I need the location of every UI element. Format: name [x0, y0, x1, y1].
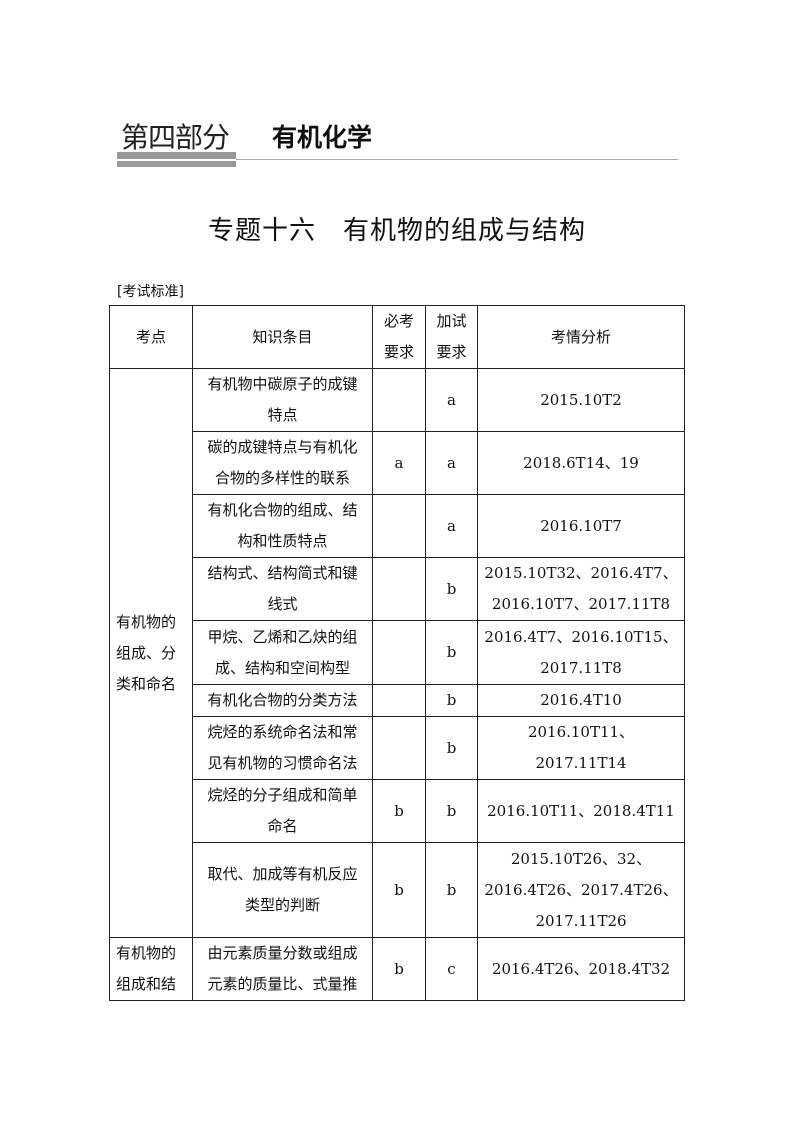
exam-analysis: 2015.10T32、2016.4T7、2016.10T7、2017.11T8: [477, 557, 685, 621]
extra-level: b: [425, 620, 478, 685]
table-row: 烷烃的分子组成和简单命名 b b 2016.10T11、2018.4T11: [110, 779, 685, 843]
knowledge-item: 由元素质量分数或组成元素的质量比、式量推: [192, 937, 373, 1001]
required-level: [372, 368, 426, 432]
topic-cell: 有机物的组成和结: [109, 937, 193, 1001]
header-cell: 考情分析: [477, 305, 685, 369]
knowledge-item: 烷烃的系统命名法和常见有机物的习惯命名法: [192, 716, 373, 780]
exam-standard-table: 考点 知识条目 必考要求 加试要求 考情分析 有机物的组成、分类和命名 有机物中碳原子的成键…: [109, 305, 685, 1001]
knowledge-item: 烷烃的分子组成和简单命名: [192, 779, 373, 843]
required-level: [372, 620, 426, 685]
header-cell: 加试要求: [425, 305, 478, 369]
table-row: 取代、加成等有机反应类型的判断 b b 2015.10T26、32、2016.4T26…: [110, 842, 685, 938]
extra-level: a: [425, 494, 478, 558]
knowledge-item: 甲烷、乙烯和乙炔的组成、结构和空间构型: [192, 620, 373, 685]
table-header-row: 考点 知识条目 必考要求 加试要求 考情分析: [109, 305, 685, 369]
required-level: [372, 684, 426, 717]
required-level: a: [372, 431, 426, 495]
extra-level: b: [425, 716, 478, 780]
header-cell: 必考要求: [372, 305, 426, 369]
exam-analysis: 2016.4T7、2016.10T15、2017.11T8: [477, 620, 685, 685]
exam-analysis: 2016.10T11、2017.11T14: [477, 716, 685, 780]
exam-analysis: 2015.10T2: [477, 368, 685, 432]
knowledge-item: 有机物中碳原子的成键特点: [192, 368, 373, 432]
header-bar: [117, 161, 236, 167]
required-level: b: [372, 842, 426, 938]
part-number: 第四部分: [121, 121, 230, 154]
required-level: b: [372, 779, 426, 843]
extra-level: a: [425, 431, 478, 495]
extra-level: c: [425, 937, 478, 1001]
table-row: 甲烷、乙烯和乙炔的组成、结构和空间构型 b 2016.4T7、2016.10T15、…: [110, 620, 685, 685]
knowledge-item: 结构式、结构简式和键线式: [192, 557, 373, 621]
required-level: [372, 494, 426, 558]
extra-level: b: [425, 684, 478, 717]
knowledge-item: 取代、加成等有机反应类型的判断: [192, 842, 373, 938]
knowledge-item: 碳的成键特点与有机化合物的多样性的联系: [192, 431, 373, 495]
page-title: 专题十六 有机物的组成与结构: [207, 216, 586, 246]
required-level: [372, 557, 426, 621]
header-cell: 考点: [109, 305, 193, 369]
table-row: 结构式、结构简式和键线式 b 2015.10T32、2016.4T7、2016.10…: [110, 557, 685, 621]
knowledge-item: 有机化合物的分类方法: [192, 684, 373, 717]
required-level: [372, 716, 426, 780]
extra-level: b: [425, 779, 478, 843]
extra-level: a: [425, 368, 478, 432]
required-level: b: [372, 937, 426, 1001]
part-name: 有机化学: [272, 123, 373, 152]
knowledge-item: 有机化合物的组成、结构和性质特点: [192, 494, 373, 558]
exam-analysis: 2015.10T26、32、2016.4T26、2017.4T26、2017.1…: [477, 842, 685, 938]
extra-level: b: [425, 842, 478, 938]
table-row: 有机化合物的组成、结构和性质特点 a 2016.10T7: [110, 494, 685, 558]
section-label: [考试标准]: [117, 284, 184, 300]
exam-analysis: 2016.10T7: [477, 494, 685, 558]
table-row: 碳的成键特点与有机化合物的多样性的联系 a a 2018.6T14、19: [110, 431, 685, 495]
table-row: 有机物的组成、分类和命名 有机物中碳原子的成键特点 a 2015.10T2: [109, 368, 685, 938]
header-cell: 知识条目: [192, 305, 373, 369]
table-row: 烷烃的系统命名法和常见有机物的习惯命名法 b 2016.10T11、2017.11T…: [110, 716, 685, 780]
exam-analysis: 2016.10T11、2018.4T11: [477, 779, 685, 843]
extra-level: b: [425, 557, 478, 621]
exam-analysis: 2016.4T26、2018.4T32: [477, 937, 685, 1001]
table-row: 有机物的组成和结 由元素质量分数或组成元素的质量比、式量推 b c 2016.4T26、…: [109, 937, 685, 1001]
exam-analysis: 2016.4T10: [477, 684, 685, 717]
topic-cell: 有机物的组成、分类和命名: [109, 368, 193, 938]
header-rule: [236, 159, 678, 160]
header-bar: [117, 152, 236, 159]
table-row: 有机化合物的分类方法 b 2016.4T10: [110, 684, 685, 717]
exam-analysis: 2018.6T14、19: [477, 431, 685, 495]
